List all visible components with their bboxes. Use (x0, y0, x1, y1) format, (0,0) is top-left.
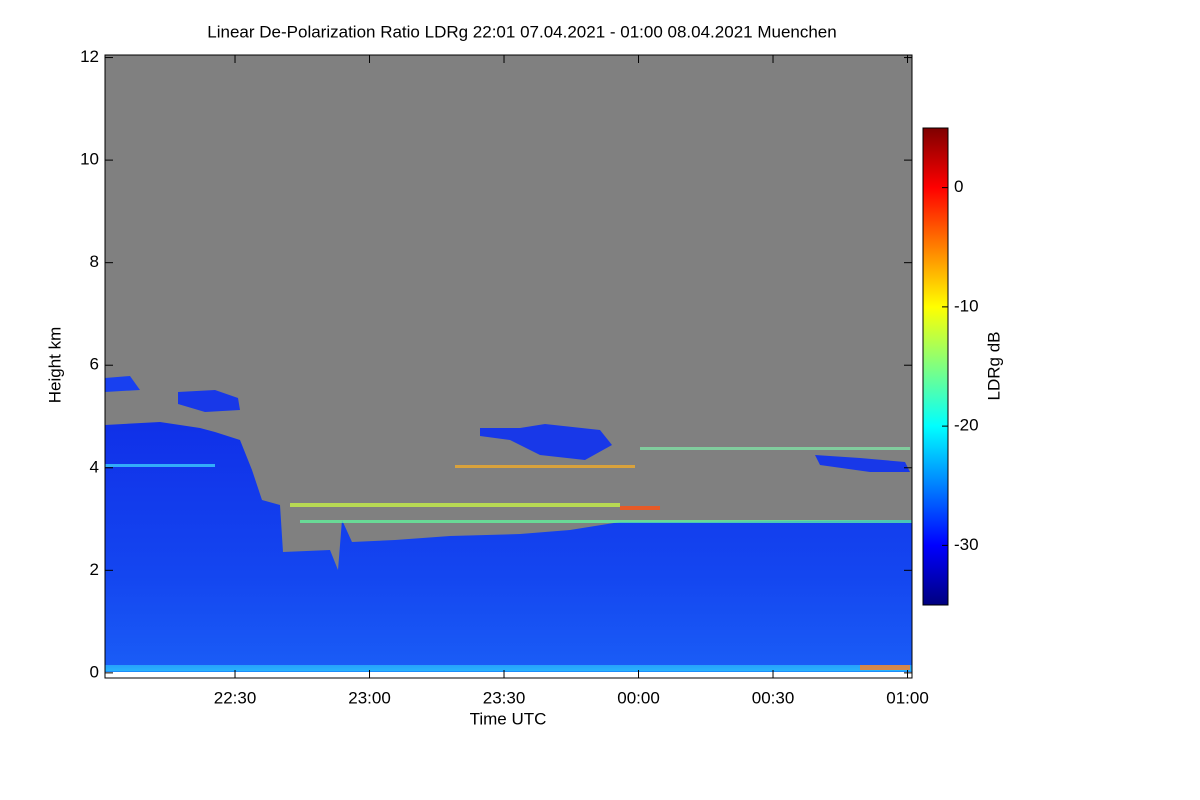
y-tick-label: 12 (80, 47, 99, 66)
y-tick-label: 2 (90, 560, 99, 579)
y-axis-label: Height km (45, 327, 64, 404)
y-tick-label: 10 (80, 150, 99, 169)
y-tick-label: 4 (90, 457, 99, 476)
colorbar (922, 127, 949, 606)
x-tick-label: 00:00 (617, 688, 660, 707)
plot-frame (104, 54, 913, 679)
x-tick-label: 23:00 (348, 688, 391, 707)
y-tick-label: 0 (90, 662, 99, 681)
colorbar-label: LDRg dB (984, 332, 1003, 401)
x-tick-label: 23:30 (483, 688, 526, 707)
y-tick-label: 8 (90, 252, 99, 271)
colorbar-tick-label: -30 (954, 535, 979, 554)
chart-title: Linear De-Polarization Ratio LDRg 22:01 … (207, 22, 836, 41)
colorbar-tick-label: -10 (954, 296, 979, 315)
colorbar-tick-label: -20 (954, 416, 979, 435)
y-tick-label: 6 (90, 355, 99, 374)
x-tick-label: 01:00 (886, 688, 929, 707)
colorbar-tick-label: 0 (954, 177, 963, 196)
x-tick-label: 22:30 (214, 688, 257, 707)
x-axis-label: Time UTC (470, 709, 547, 728)
x-tick-label: 00:30 (752, 688, 795, 707)
ldr-field (105, 376, 912, 678)
